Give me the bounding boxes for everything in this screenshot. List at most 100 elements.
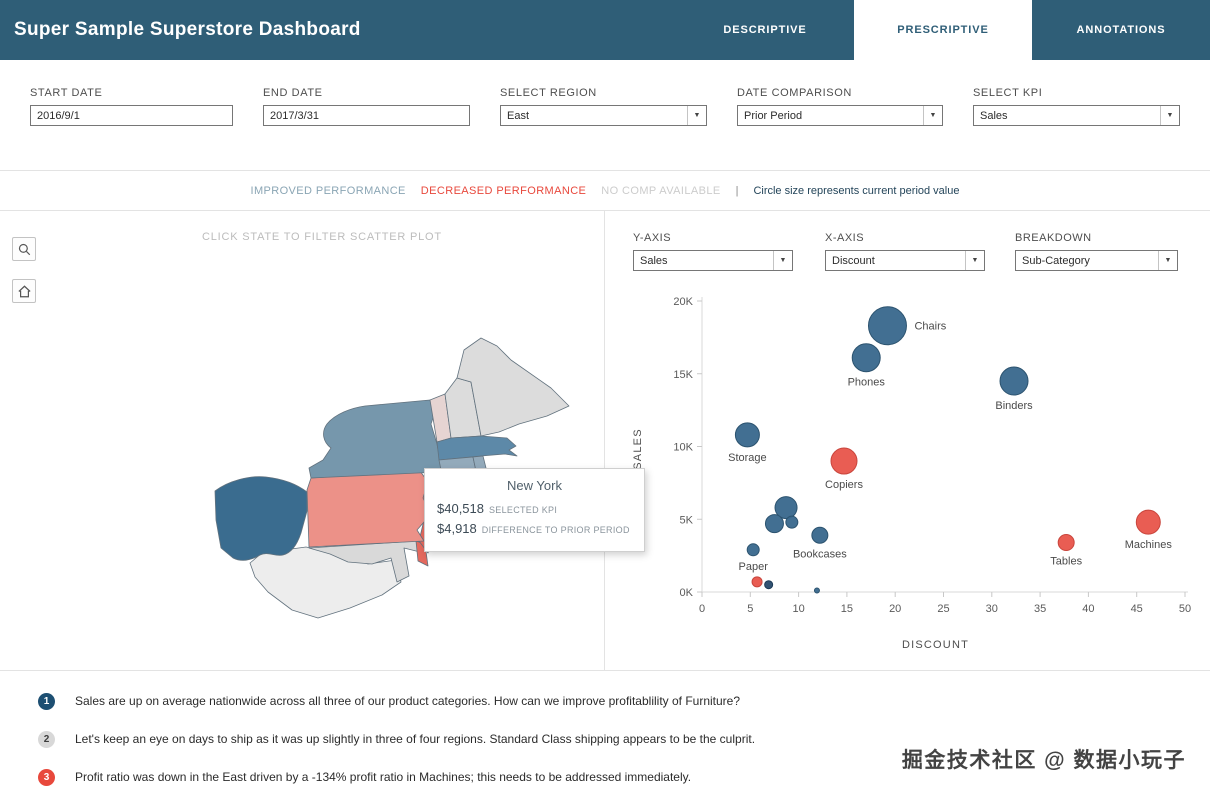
- tooltip-diff-label: DIFFERENCE TO PRIOR PERIOD: [481, 525, 630, 535]
- y-tick-label: 0K: [680, 587, 694, 599]
- legend-note: Circle size represents current period va…: [753, 184, 960, 197]
- scatter-plot: 0K 5K 10K 15K 20K 0 5 10 15 20 25 30 35 40 45 50 Chairs P…: [632, 296, 1191, 651]
- tab-descriptive[interactable]: DESCRIPTIVE: [676, 0, 854, 60]
- annotation-text-3: Profit ratio was down in the East driven…: [75, 770, 692, 784]
- date-comparison-label: DATE COMPARISON: [737, 87, 852, 99]
- y-axis-control-label: Y-AXIS: [633, 232, 672, 244]
- annotation-badge-1: 1: [38, 692, 55, 710]
- y-tick-label: 5K: [680, 514, 694, 526]
- annotation-text-1: Sales are up on average nationwide acros…: [75, 694, 741, 708]
- scatter-panel: 0K 5K 10K 15K 20K 0 5 10 15 20 25 30 35 40 45 50 Chairs P…: [605, 211, 1210, 670]
- scatter-point-paper[interactable]: [746, 543, 760, 557]
- scatter-point-label: Tables: [1050, 556, 1082, 568]
- annotation-badge-3: 3: [38, 768, 55, 786]
- y-tick-label: 20K: [673, 296, 693, 308]
- chevron-down-icon: ▼: [1158, 251, 1177, 270]
- breakdown-control-label: BREAKDOWN: [1015, 232, 1092, 244]
- x-axis-dropdown[interactable]: Discount ▼: [825, 250, 985, 271]
- x-tick-label: 25: [937, 603, 949, 615]
- northeast-map: [214, 337, 570, 619]
- header-bar: Super Sample Superstore Dashboard DESCRI…: [0, 0, 1210, 60]
- y-axis-dropdown[interactable]: Sales ▼: [633, 250, 793, 271]
- y-axis-title: SALES: [632, 428, 644, 469]
- x-axis-title: DISCOUNT: [902, 639, 969, 651]
- search-icon: [18, 243, 30, 255]
- home-icon: [17, 284, 31, 297]
- tab-annotations[interactable]: ANNOTATIONS: [1032, 0, 1210, 60]
- scatter-point-tables[interactable]: [1057, 534, 1075, 552]
- breakdown-dropdown[interactable]: Sub-Category ▼: [1015, 250, 1178, 271]
- scatter-point-bookcases[interactable]: [811, 526, 829, 544]
- start-date-label: START DATE: [30, 87, 103, 99]
- map-hint: CLICK STATE TO FILTER SCATTER PLOT: [202, 231, 442, 243]
- chevron-down-icon: ▼: [687, 106, 706, 125]
- y-tick-label: 10K: [673, 442, 693, 454]
- annotation-badge-2: 2: [38, 730, 55, 748]
- kpi-dropdown[interactable]: Sales ▼: [973, 105, 1180, 126]
- scatter-point-label: Machines: [1125, 539, 1173, 551]
- control-y-axis: Y-AXIS Sales ▼: [633, 232, 793, 271]
- filter-kpi: SELECT KPI Sales ▼: [973, 87, 1180, 126]
- map-home-button[interactable]: [12, 279, 36, 303]
- scatter-point-binders[interactable]: [999, 366, 1029, 396]
- x-tick-label: 5: [747, 603, 753, 615]
- state-ohio[interactable]: [214, 476, 308, 561]
- date-comparison-dropdown[interactable]: Prior Period ▼: [737, 105, 943, 126]
- x-tick-label: 15: [841, 603, 853, 615]
- scatter-point-dot[interactable]: [764, 580, 774, 590]
- scatter-point-storage[interactable]: [734, 422, 760, 448]
- x-tick-label: 20: [889, 603, 901, 615]
- y-tick-label: 15K: [673, 369, 693, 381]
- tab-prescriptive[interactable]: PRESCRIPTIVE: [854, 0, 1032, 60]
- x-axis-value: Discount: [832, 254, 875, 267]
- tooltip-state-name: New York: [507, 478, 562, 493]
- end-date-input[interactable]: [263, 105, 470, 126]
- tooltip-kpi-value: $40,518: [437, 501, 484, 516]
- legend-decreased: DECREASED PERFORMANCE: [420, 184, 587, 197]
- tab-label: DESCRIPTIVE: [723, 24, 807, 36]
- x-tick-label: 50: [1179, 603, 1191, 615]
- state-pennsylvania[interactable]: [306, 470, 432, 548]
- legend-no-comp: NO COMP AVAILABLE: [601, 184, 721, 197]
- scatter-point-label: Paper: [739, 561, 769, 573]
- scatter-point-label: Copiers: [825, 479, 863, 491]
- map-panel: CLICK STATE TO FILTER SCATTER PLOT New Y…: [0, 211, 645, 670]
- legend-row: IMPROVED PERFORMANCE DECREASED PERFORMAN…: [0, 170, 1210, 211]
- map-zoom-button[interactable]: [12, 237, 36, 261]
- filter-end-date: END DATE: [263, 87, 470, 126]
- chevron-down-icon: ▼: [1160, 106, 1179, 125]
- breakdown-value: Sub-Category: [1022, 254, 1090, 267]
- x-axis-control-label: X-AXIS: [825, 232, 865, 244]
- tab-label: ANNOTATIONS: [1076, 24, 1166, 36]
- chevron-down-icon: ▼: [923, 106, 942, 125]
- filter-start-date: START DATE: [30, 87, 233, 126]
- y-axis-value: Sales: [640, 254, 668, 267]
- region-value: East: [507, 109, 530, 122]
- annotation-row: 1 Sales are up on average nationwide acr…: [38, 692, 1190, 710]
- start-date-input[interactable]: [30, 105, 233, 126]
- x-tick-label: 45: [1131, 603, 1143, 615]
- kpi-value: Sales: [980, 109, 1008, 122]
- scatter-point-dot[interactable]: [813, 587, 820, 594]
- filter-region: SELECT REGION East ▼: [500, 87, 707, 126]
- scatter-point-dot[interactable]: [774, 496, 798, 520]
- scatter-point-phones[interactable]: [851, 343, 881, 373]
- legend-divider: |: [735, 184, 739, 197]
- scatter-point-copiers[interactable]: [830, 447, 858, 475]
- scatter-point-dot[interactable]: [785, 515, 799, 529]
- region-dropdown[interactable]: East ▼: [500, 105, 707, 126]
- scatter-point-chairs[interactable]: [867, 306, 907, 346]
- scatter-point-label: Binders: [995, 400, 1033, 412]
- control-x-axis: X-AXIS Discount ▼: [825, 232, 985, 271]
- watermark: 掘金技术社区 @ 数据小玩子: [901, 749, 1186, 772]
- scatter-point-label: Chairs: [914, 321, 946, 333]
- legend-improved: IMPROVED PERFORMANCE: [250, 184, 406, 197]
- scatter-point-dot[interactable]: [764, 514, 784, 534]
- annotation-row: 3 Profit ratio was down in the East driv…: [38, 768, 1190, 786]
- tab-label: PRESCRIPTIVE: [897, 24, 989, 36]
- tooltip-diff-value: $4,918: [437, 521, 477, 536]
- control-breakdown: BREAKDOWN Sub-Category ▼: [1015, 232, 1178, 271]
- scatter-point-machines[interactable]: [1135, 509, 1161, 535]
- scatter-point-dot[interactable]: [751, 576, 763, 588]
